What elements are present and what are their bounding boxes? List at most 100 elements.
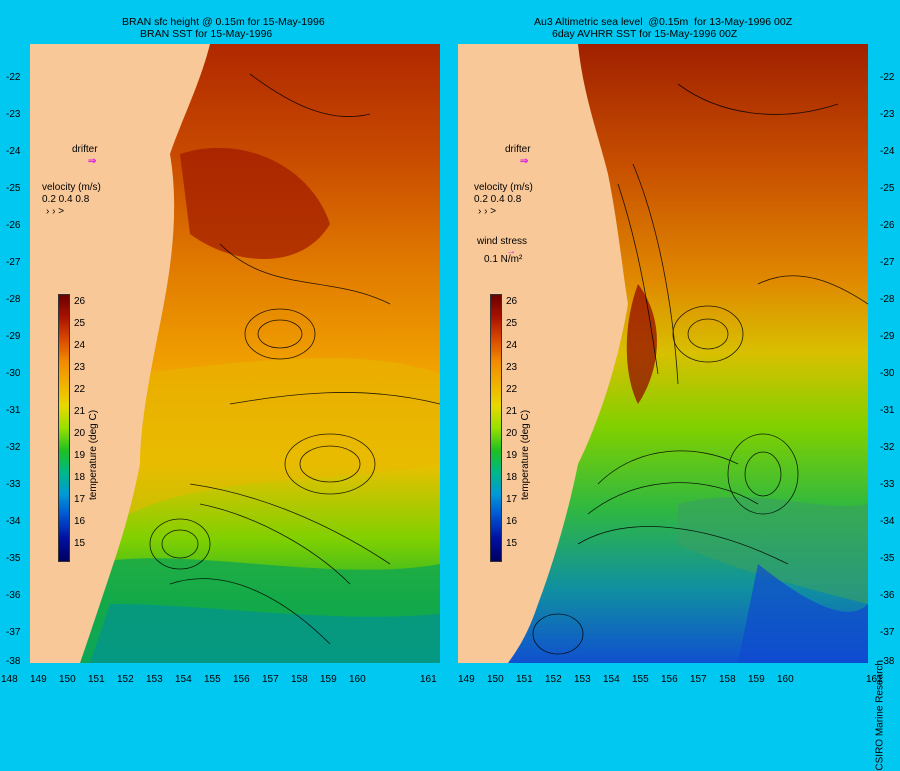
- left-lon-tick: 158: [291, 674, 308, 685]
- right-lon-tick: 151: [516, 674, 533, 685]
- right-lat-tick: -27: [880, 257, 895, 268]
- left-cbar-tick: 19: [74, 450, 86, 461]
- left-lat-tick: -36: [6, 590, 21, 601]
- right-lat-tick: -23: [880, 109, 895, 120]
- right-lat-tick: -33: [880, 479, 895, 490]
- left-lon-tick: 161: [420, 674, 437, 685]
- left-cbar-tick: 15: [74, 538, 86, 549]
- left-cbar-tick: 18: [74, 472, 86, 483]
- right-lat-tick: -32: [880, 442, 895, 453]
- left-lon-tick: 155: [204, 674, 221, 685]
- left-lon-tick: 156: [233, 674, 250, 685]
- right-lon-tick: 158: [719, 674, 736, 685]
- left-cbar-tick: 20: [74, 428, 86, 439]
- left-cbar-tick: 24: [74, 340, 86, 351]
- left-lon-tick: 149: [30, 674, 47, 685]
- left-lat-tick: -26: [6, 220, 21, 231]
- right-map-svg: [458, 44, 868, 663]
- left-colorbar: [58, 294, 70, 562]
- right-cbar-tick: 24: [506, 340, 518, 351]
- right-lon-tick: 152: [545, 674, 562, 685]
- right-lat-tick: -26: [880, 220, 895, 231]
- left-title-line1: BRAN sfc height @ 0.15m for 15-May-1996: [122, 16, 325, 28]
- right-velocity-scale: 0.2 0.4 0.8: [474, 194, 522, 205]
- right-lon-tick: 160: [777, 674, 794, 685]
- right-lat-tick: -38: [880, 656, 895, 667]
- right-map-panel: [458, 44, 868, 663]
- right-cbar-tick: 16: [506, 516, 518, 527]
- right-lon-tick: 150: [487, 674, 504, 685]
- left-lat-tick: -27: [6, 257, 21, 268]
- left-cbar-tick: 22: [74, 384, 86, 395]
- left-lat-tick: -29: [6, 331, 21, 342]
- right-cbar-tick: 25: [506, 318, 518, 329]
- right-lat-tick: -36: [880, 590, 895, 601]
- left-cbar-tick: 21: [74, 406, 86, 417]
- left-cbar-tick: 26: [74, 296, 86, 307]
- left-lat-tick: -24: [6, 146, 21, 157]
- left-lat-tick: -22: [6, 72, 21, 83]
- left-lon-tick: 151: [88, 674, 105, 685]
- right-lon-tick: 156: [661, 674, 678, 685]
- right-lon-tick: 159: [748, 674, 765, 685]
- left-cbar-tick: 25: [74, 318, 86, 329]
- right-cbar-tick: 26: [506, 296, 518, 307]
- left-lat-tick: -28: [6, 294, 21, 305]
- left-map-panel: [30, 44, 440, 663]
- right-velocity-label: velocity (m/s): [474, 182, 533, 193]
- right-lat-tick: -24: [880, 146, 895, 157]
- right-cbar-tick: 21: [506, 406, 518, 417]
- right-drifter-label: drifter: [505, 144, 531, 155]
- left-colorbar-title: temperature (deg C): [88, 409, 99, 500]
- left-lat-tick: -30: [6, 368, 21, 379]
- left-velocity-scale: 0.2 0.4 0.8: [42, 194, 90, 205]
- left-title-line2: BRAN SST for 15-May-1996: [140, 28, 273, 40]
- left-lat-tick: -33: [6, 479, 21, 490]
- left-lat-tick: -35: [6, 553, 21, 564]
- right-wind-scale: 0.1 N/m²: [484, 254, 523, 265]
- left-lon-tick: 150: [59, 674, 76, 685]
- right-lon-tick: 154: [603, 674, 620, 685]
- left-lon-tick: 160: [349, 674, 366, 685]
- left-lat-tick: -23: [6, 109, 21, 120]
- right-lon-tick: 157: [690, 674, 707, 685]
- right-lon-tick: 155: [632, 674, 649, 685]
- left-lon-tick: 153: [146, 674, 163, 685]
- left-lat-tick: -32: [6, 442, 21, 453]
- left-lon-tick: 159: [320, 674, 337, 685]
- velocity-arrows-icon: › › >: [478, 206, 497, 217]
- left-lat-tick: -38: [6, 656, 21, 667]
- left-lat-tick: -37: [6, 627, 21, 638]
- drifter-arrow-icon: ⇒: [88, 156, 97, 167]
- right-lat-tick: -22: [880, 72, 895, 83]
- right-lon-tick: 153: [574, 674, 591, 685]
- left-lon-tick: 148: [1, 674, 18, 685]
- right-cbar-tick: 18: [506, 472, 518, 483]
- right-lon-tick: 161: [866, 674, 883, 685]
- right-title-line1: Au3 Altimetric sea level @0.15m for 13-M…: [534, 16, 793, 28]
- left-drifter-label: drifter: [72, 144, 98, 155]
- right-title-line2: 6day AVHRR SST for 15-May-1996 00Z: [552, 28, 738, 40]
- left-cbar-tick: 16: [74, 516, 86, 527]
- right-cbar-tick: 23: [506, 362, 518, 373]
- right-cbar-tick: 20: [506, 428, 518, 439]
- left-lat-tick: -31: [6, 405, 21, 416]
- right-lon-tick: 149: [458, 674, 475, 685]
- right-colorbar-title: temperature (deg C): [520, 409, 531, 500]
- right-wind-label: wind stress: [477, 236, 528, 247]
- velocity-arrows-icon: › › >: [46, 206, 65, 217]
- left-lon-tick: 157: [262, 674, 279, 685]
- right-lat-tick: -34: [880, 516, 895, 527]
- drifter-arrow-icon: ⇒: [520, 156, 529, 167]
- left-lat-tick: -34: [6, 516, 21, 527]
- left-velocity-label: velocity (m/s): [42, 182, 101, 193]
- left-cbar-tick: 17: [74, 494, 86, 505]
- right-lat-tick: -37: [880, 627, 895, 638]
- right-cbar-tick: 17: [506, 494, 518, 505]
- right-cbar-tick: 19: [506, 450, 518, 461]
- left-cbar-tick: 23: [74, 362, 86, 373]
- right-lat-tick: -28: [880, 294, 895, 305]
- right-lat-tick: -29: [880, 331, 895, 342]
- right-lat-tick: -31: [880, 405, 895, 416]
- right-cbar-tick: 15: [506, 538, 518, 549]
